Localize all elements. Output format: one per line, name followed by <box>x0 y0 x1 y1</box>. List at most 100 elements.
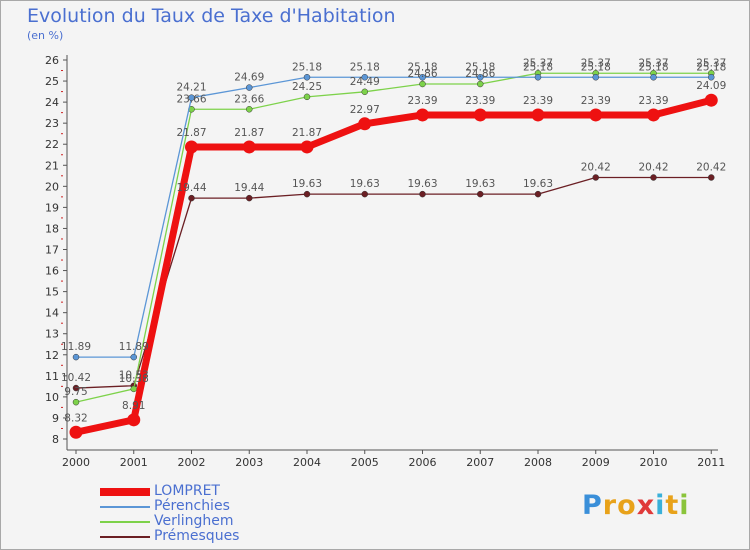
data-label-verlinghem: 24.86 <box>407 68 437 80</box>
data-label-verlinghem: 25.37 <box>581 57 611 69</box>
data-label-verlinghem: 25.37 <box>696 57 726 69</box>
y-tick-label: 9 <box>52 412 59 425</box>
data-point-lompret <box>589 108 603 122</box>
data-point-verlinghem <box>72 398 80 406</box>
x-tick-label: 2009 <box>582 456 610 469</box>
data-label-perenchies: 25.18 <box>696 61 726 73</box>
data-label-premesques: 19.63 <box>523 178 553 190</box>
data-label-verlinghem: 24.86 <box>465 68 495 80</box>
data-label-premesques: 10.42 <box>61 372 91 384</box>
data-point-premesques <box>303 190 311 198</box>
data-label-premesques: 19.63 <box>292 178 322 190</box>
data-point-lompret <box>416 108 429 122</box>
data-point-lompret <box>300 140 314 154</box>
series-line-lompret <box>72 96 715 436</box>
data-label-perenchies: 24.69 <box>234 72 264 84</box>
data-label-perenchies: 25.18 <box>465 61 495 73</box>
data-point-lompret <box>185 140 198 154</box>
x-tick-label: 2010 <box>640 456 668 469</box>
y-tick-label: 16 <box>45 265 59 278</box>
data-point-premesques <box>361 190 368 198</box>
y-tick-label: 11 <box>45 370 59 383</box>
data-label-lompret: 23.39 <box>465 95 495 107</box>
y-tick-label: 22 <box>45 138 59 151</box>
y-tick-label: 17 <box>45 244 59 257</box>
data-label-verlinghem: 25.37 <box>638 57 668 69</box>
data-label-lompret: 8.32 <box>64 412 87 424</box>
data-point-verlinghem <box>361 88 368 96</box>
x-tick-label: 2004 <box>293 456 321 469</box>
data-label-perenchies: 11.89 <box>61 341 91 353</box>
data-label-lompret: 21.87 <box>176 127 206 139</box>
y-tick-label: 20 <box>45 180 59 193</box>
data-label-lompret: 23.39 <box>581 95 611 107</box>
data-label-lompret: 23.39 <box>523 95 553 107</box>
proxiti-logo: Proxiti <box>582 490 690 521</box>
data-label-premesques: 19.44 <box>176 182 206 194</box>
data-point-perenchies <box>72 353 80 361</box>
data-label-lompret: 8.91 <box>122 400 145 412</box>
data-point-premesques <box>534 190 542 198</box>
legend-swatch-premesques <box>100 536 150 538</box>
logo-letter: o <box>617 490 637 521</box>
x-tick-label: 2003 <box>235 456 263 469</box>
data-point-perenchies <box>419 74 426 81</box>
data-point-perenchies <box>534 74 542 81</box>
data-label-premesques: 20.42 <box>638 161 668 173</box>
data-label-verlinghem: 24.25 <box>292 81 322 93</box>
data-label-perenchies: 25.18 <box>581 61 611 73</box>
data-point-lompret <box>242 140 256 154</box>
data-label-perenchies: 25.18 <box>292 61 322 73</box>
data-point-perenchies <box>246 84 253 91</box>
legend-swatch-perenchies <box>100 506 150 508</box>
y-tick-label: 21 <box>45 159 59 172</box>
y-tick-label: 18 <box>45 222 59 235</box>
data-label-lompret: 23.39 <box>638 95 668 107</box>
data-label-premesques: 10.53 <box>119 370 149 382</box>
legend-label-premesques: Prémesques <box>154 528 240 544</box>
legend-label-lompret: LOMPRET <box>154 483 220 499</box>
x-tick-label: 2001 <box>120 456 148 469</box>
data-label-premesques: 19.63 <box>465 178 495 190</box>
x-tick-label: 2002 <box>178 456 206 469</box>
y-axis-unit-label: (en %) <box>27 29 64 42</box>
logo-letter: i <box>655 490 666 521</box>
data-point-lompret <box>647 108 660 122</box>
logo-letter: i <box>679 490 690 521</box>
data-label-verlinghem: 25.37 <box>523 57 553 69</box>
x-tick-label: 2011 <box>697 456 725 469</box>
data-point-verlinghem <box>130 385 137 393</box>
x-tick-label: 2006 <box>409 456 437 469</box>
chart-title: Evolution du Taux de Taxe d'Habitation <box>27 5 396 27</box>
y-tick-label: 26 <box>45 54 59 67</box>
series-line-verlinghem <box>75 72 712 403</box>
data-point-lompret <box>358 117 372 131</box>
data-label-verlinghem: 23.66 <box>176 93 206 105</box>
data-point-premesques <box>650 174 657 181</box>
legend-label-verlinghem: Verlinghem <box>154 513 234 529</box>
data-point-perenchies <box>130 353 137 361</box>
data-point-lompret <box>473 108 487 122</box>
data-label-perenchies: 11.89 <box>119 341 149 353</box>
data-label-lompret: 21.87 <box>292 127 322 139</box>
legend-label-perenchies: Pérenchies <box>154 498 230 514</box>
data-point-premesques <box>246 194 253 202</box>
series-line-premesques <box>75 176 712 389</box>
series-line-perenchies <box>75 76 712 358</box>
y-tick-label: 25 <box>45 75 59 88</box>
logo-letter: r <box>602 490 618 521</box>
data-point-lompret <box>531 108 545 122</box>
x-tick-label: 2008 <box>524 456 552 469</box>
y-tick-label: 14 <box>45 307 59 320</box>
data-point-perenchies <box>708 74 715 81</box>
data-point-premesques <box>708 174 715 181</box>
data-label-lompret: 22.97 <box>350 104 380 116</box>
data-label-lompret: 24.09 <box>696 80 726 92</box>
legend-swatch-verlinghem <box>100 521 150 523</box>
data-label-lompret: 21.87 <box>234 127 264 139</box>
data-point-lompret <box>704 93 718 107</box>
data-labels-group: 10.42 10.53 19.44 19.44 19.63 19.63 19.63 19.63… <box>61 57 726 424</box>
data-label-perenchies: 25.18 <box>638 61 668 73</box>
